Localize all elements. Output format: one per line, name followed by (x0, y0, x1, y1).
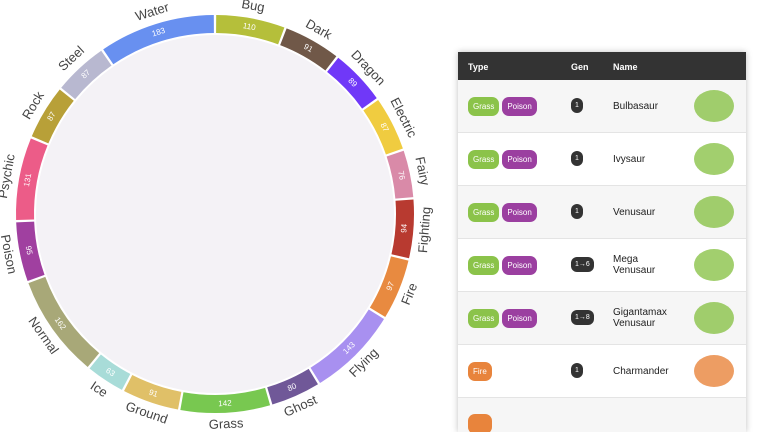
value-label: 94 (399, 223, 409, 233)
pokemon-sprite (694, 196, 734, 228)
pokemon-sprite (694, 143, 734, 175)
value-label: 76 (396, 170, 407, 181)
pokemon-sprite (694, 90, 734, 122)
value-label: 95 (24, 245, 35, 256)
gen-badge: 1 (571, 363, 583, 378)
value-label: 110 (242, 21, 257, 32)
gen-badge: 1 (571, 204, 583, 219)
type-badge: Grass (468, 309, 500, 328)
category-label: Grass (208, 415, 244, 432)
arc-segment (103, 15, 214, 65)
category-label: Fire (398, 281, 420, 307)
value-label: 183 (151, 26, 167, 39)
arc-segment (28, 276, 100, 367)
value-label: 87 (378, 121, 390, 134)
pokemon-name: Gigantamax Venusaur (613, 307, 667, 329)
type-badge: Poison (502, 150, 537, 169)
type-badge: Grass (468, 150, 500, 169)
pokemon-name: Ivysaur (613, 153, 646, 165)
table-row: Fire 1 Charmander (458, 345, 746, 398)
value-label: 91 (148, 388, 160, 400)
pokemon-name: Venusaur (613, 206, 656, 218)
arc-segment (16, 221, 45, 281)
pokemon-name: Bulbasaur (613, 100, 659, 112)
arc-segment (124, 374, 182, 410)
pokemon-sprite (694, 355, 734, 387)
arc-segment (391, 199, 415, 259)
type-badge: Poison (502, 256, 537, 275)
type-cell: Grass Poison (468, 203, 540, 222)
column-header: Gen (571, 62, 589, 72)
arc-segment (386, 150, 414, 199)
gen-badge: 1→8 (571, 310, 594, 325)
arc-segment (280, 28, 337, 71)
category-label: Fighting (415, 206, 433, 253)
type-badge: Fire (468, 362, 492, 381)
arc-segment (327, 57, 377, 109)
type-badge: Poison (502, 203, 537, 222)
pokemon-name: Charmander (613, 365, 669, 377)
arc-segment (310, 309, 385, 384)
type-badge: Poison (502, 97, 537, 116)
category-label: Psychic (0, 152, 18, 199)
value-label: 142 (218, 398, 232, 408)
gen-badge: 1 (571, 151, 583, 166)
type-badge: Grass (468, 256, 500, 275)
arc-segment (31, 89, 74, 144)
gen-badge: 1 (571, 98, 583, 113)
table-row: Grass Poison 1→6 Mega Venusaur (458, 239, 746, 292)
arc-segment (369, 256, 409, 317)
type-cell: Grass Poison (468, 256, 540, 275)
column-header: Type (468, 62, 489, 72)
type-badge: Poison (502, 309, 537, 328)
table-body: Grass Poison 1 Bulbasaur Grass Poison 1 Ivysaur… (458, 80, 746, 432)
arc-segment (89, 354, 131, 390)
type-cell: Grass Poison (468, 309, 540, 328)
arc-segment (180, 387, 271, 413)
arc-segment (267, 368, 318, 405)
arc-segment (363, 100, 403, 155)
pokemon-sprite (694, 302, 734, 334)
table-row: Grass Poison 1→8 Gigantamax Venusaur (458, 292, 746, 345)
category-label: Bug (240, 0, 265, 15)
pokemon-sprite (694, 249, 734, 281)
table-row: Grass Poison 1 Ivysaur (458, 133, 746, 186)
table-row: Grass Poison 1 Bulbasaur (458, 80, 746, 133)
category-label: Poison (0, 233, 20, 275)
arc-segment (16, 138, 48, 221)
chord-center (36, 35, 394, 393)
value-label: 80 (286, 381, 298, 393)
arc-segment (61, 50, 112, 100)
category-label: Ice (88, 378, 111, 400)
value-label: 131 (22, 172, 33, 187)
pokemon-table: Type Gen Name Grass Poison 1 Bulbasaur Grass… (458, 52, 746, 432)
category-label: Fairy (412, 155, 433, 187)
column-header: Name (613, 62, 638, 72)
gen-badge: 1→6 (571, 257, 594, 272)
value-label: 97 (384, 280, 396, 292)
table-row: Grass Poison 1 Venusaur (458, 186, 746, 239)
type-cell: Fire (468, 362, 495, 381)
pokemon-name: Mega Venusaur (613, 254, 656, 276)
arc-segment (216, 15, 285, 45)
category-label: Water (134, 0, 172, 24)
table-header: Type Gen Name (458, 52, 746, 80)
type-badge: Grass (468, 97, 500, 116)
type-badge: Grass (468, 203, 500, 222)
type-cell: Grass Poison (468, 97, 540, 116)
type-badge-partial (468, 414, 492, 432)
type-cell: Grass Poison (468, 150, 540, 169)
table-row-partial (458, 398, 746, 432)
